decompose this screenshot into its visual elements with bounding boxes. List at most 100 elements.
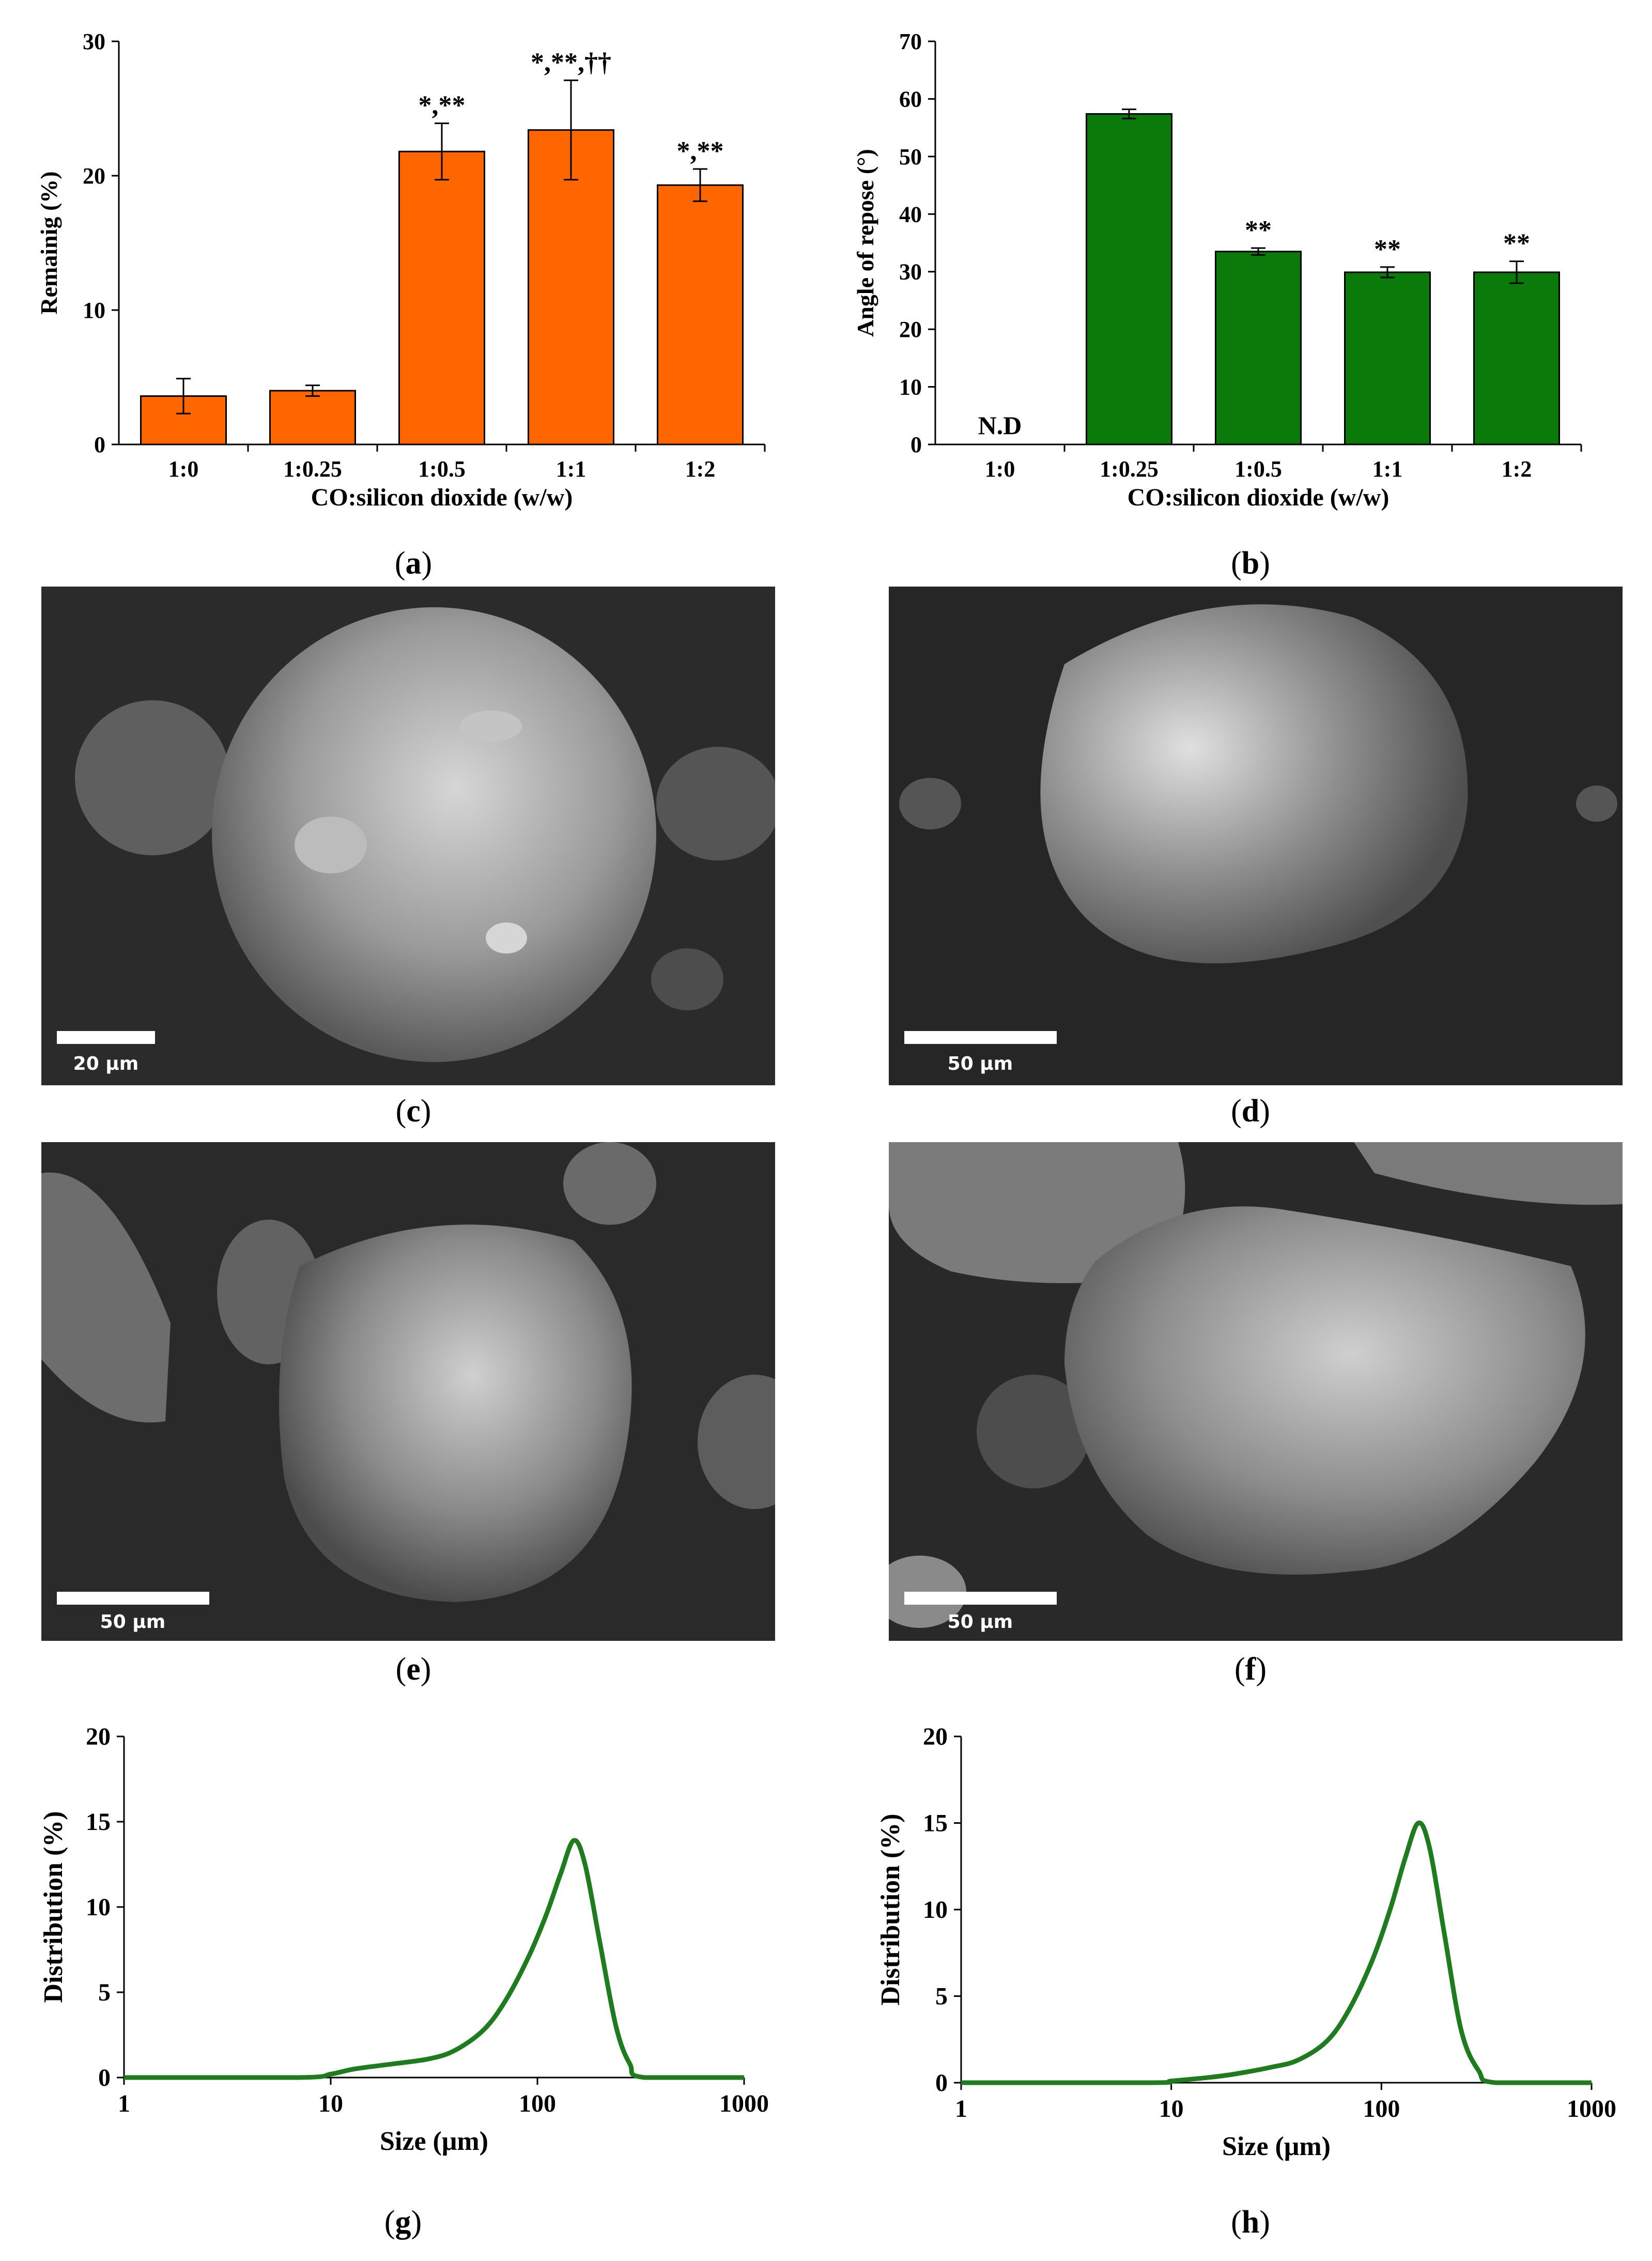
sem-c-svg: 20 µm bbox=[41, 587, 775, 1085]
chart-g-ytick-label: 0 bbox=[98, 2064, 111, 2091]
chart-b-annotation: ** bbox=[1374, 235, 1401, 264]
sem-image-c: 20 µm bbox=[41, 587, 775, 1085]
caption-h: (h) bbox=[1231, 2205, 1270, 2240]
chart-a-ytick-label: 20 bbox=[83, 163, 105, 189]
chart-g-xtick-label: 1000 bbox=[719, 2090, 769, 2117]
scale-label-d: 50 µm bbox=[948, 1053, 1013, 1074]
scale-label-e: 50 µm bbox=[100, 1611, 166, 1633]
scale-label-c: 20 µm bbox=[73, 1053, 139, 1074]
sem-e-svg: 50 µm bbox=[41, 1142, 775, 1641]
chart-h-ylabel: Distribution (%) bbox=[876, 1813, 905, 2005]
chart-g-ylabel: Distribution (%) bbox=[39, 1811, 68, 2003]
chart-a-ytick-label: 10 bbox=[83, 298, 105, 323]
chart-b-ytick-label: 60 bbox=[899, 86, 922, 112]
chart-a-bar bbox=[657, 184, 744, 445]
chart-a-xtick-label: 1:2 bbox=[685, 456, 716, 482]
chart-b-ytick-label: 30 bbox=[899, 259, 922, 285]
chart-a-bar bbox=[269, 390, 356, 445]
sem-image-f: 50 µm bbox=[889, 1142, 1623, 1641]
chart-h-ytick-label: 0 bbox=[935, 2069, 948, 2097]
caption-c: (c) bbox=[395, 1094, 431, 1129]
caption-f: (f) bbox=[1234, 1652, 1267, 1687]
chart-b-ytick-label: 40 bbox=[899, 202, 922, 227]
chart-b-annotation: ** bbox=[1503, 229, 1530, 258]
chart-a-svg: 0 10 20 30 1:0 1:0.25 1:0.5 *,** 1:1 *,**,†† 1:2 *,… bbox=[36, 29, 766, 511]
chart-a: 0 10 20 30 1:0 1:0.25 1:0.5 *,** 1:1 *,**,†† 1:2 *,… bbox=[31, 21, 806, 543]
caption-b: (b) bbox=[1231, 546, 1270, 581]
chart-b-ytick-label: 70 bbox=[899, 29, 922, 54]
chart-a-annotation: *,** bbox=[677, 136, 724, 166]
chart-a-xtick-label: 1:0.25 bbox=[283, 456, 342, 482]
chart-g-series-line bbox=[124, 1838, 744, 2080]
chart-a-xtick-label: 1:0 bbox=[168, 456, 199, 482]
particle-f bbox=[1064, 1206, 1585, 1575]
chart-a-xtick-label: 1:0.5 bbox=[418, 456, 466, 482]
scale-bar-c bbox=[57, 1031, 155, 1044]
chart-b-ytick-label: 0 bbox=[910, 432, 922, 457]
chart-b-bar bbox=[1215, 251, 1302, 445]
chart-a-bar bbox=[398, 150, 485, 445]
chart-h-xtick-label: 100 bbox=[1363, 2095, 1400, 2122]
chart-b-ytick-label: 20 bbox=[899, 317, 922, 342]
chart-g-ytick-label: 10 bbox=[86, 1894, 111, 1921]
chart-h-xtick-label: 1 bbox=[955, 2095, 967, 2122]
chart-h-svg: 0 5 10 15 20 1 10 100 1000 Distribution (%) Size (… bbox=[876, 1723, 1616, 2161]
chart-b-annotation: N.D bbox=[978, 411, 1022, 440]
chart-h-ytick-label: 15 bbox=[923, 1810, 948, 1837]
chart-b-xlabel: CO:silicon dioxide (w/w) bbox=[1128, 484, 1389, 511]
caption-g: (g) bbox=[384, 2205, 422, 2240]
chart-h-xtick-label: 1000 bbox=[1567, 2095, 1616, 2122]
chart-a-annotation: *,**,†† bbox=[531, 48, 611, 77]
caption-d: (d) bbox=[1231, 1094, 1270, 1129]
chart-g-ytick-label: 5 bbox=[98, 1979, 111, 2006]
chart-b-xtick-label: 1:0.25 bbox=[1100, 456, 1159, 482]
chart-b-xtick-label: 1:0 bbox=[985, 456, 1015, 482]
scale-bar-d bbox=[904, 1031, 1057, 1044]
chart-b-bar bbox=[1344, 271, 1431, 445]
scale-bar-e bbox=[57, 1592, 209, 1605]
chart-g: 0 5 10 15 20 1 10 100 1000 Distribution (%) Size (… bbox=[10, 1705, 816, 2202]
chart-a-ytick-label: 0 bbox=[94, 432, 105, 457]
particle-e bbox=[279, 1224, 632, 1602]
chart-h-xlabel: Size (μm) bbox=[1222, 2132, 1331, 2161]
chart-g-xtick-label: 1 bbox=[118, 2090, 130, 2117]
chart-b-bar bbox=[1473, 271, 1560, 445]
chart-b-ytick-label: 50 bbox=[899, 144, 922, 170]
chart-b-ytick-label: 10 bbox=[899, 375, 922, 400]
caption-e: (e) bbox=[395, 1652, 431, 1687]
chart-b-ylabel: Angle of repose (°) bbox=[852, 149, 878, 337]
chart-a-ylabel: Remainig (%) bbox=[36, 171, 62, 314]
chart-b-svg: 0 10 20 30 40 50 60 70 1:0 N.D 1:0.25 1:0.5 ** 1:1 ** 1… bbox=[852, 29, 1582, 511]
chart-h-ytick-label: 5 bbox=[935, 1983, 948, 2010]
caption-a: (a) bbox=[394, 546, 433, 581]
chart-h-xtick-label: 10 bbox=[1159, 2095, 1184, 2122]
chart-g-xtick-label: 100 bbox=[519, 2090, 556, 2117]
chart-b-bar bbox=[1086, 113, 1172, 445]
chart-b-xtick-label: 1:0.5 bbox=[1234, 456, 1282, 482]
scale-bar-f bbox=[904, 1592, 1057, 1605]
chart-b: 0 10 20 30 40 50 60 70 1:0 N.D 1:0.25 1:0.5 ** 1:1 ** 1… bbox=[847, 21, 1623, 543]
chart-g-xtick-label: 10 bbox=[318, 2090, 343, 2117]
chart-g-ytick-label: 20 bbox=[86, 1723, 111, 1750]
chart-a-xlabel: CO:silicon dioxide (w/w) bbox=[311, 484, 573, 511]
sem-image-d: 50 µm bbox=[889, 587, 1623, 1085]
chart-h: 0 5 10 15 20 1 10 100 1000 Distribution (%) Size (… bbox=[837, 1705, 1643, 2202]
chart-g-xlabel: Size (μm) bbox=[380, 2127, 488, 2156]
chart-b-annotation: ** bbox=[1245, 216, 1272, 245]
chart-h-ytick-label: 20 bbox=[923, 1723, 948, 1750]
chart-h-ytick-label: 10 bbox=[923, 1896, 948, 1924]
scale-label-f: 50 µm bbox=[948, 1611, 1013, 1633]
chart-a-xtick-label: 1:1 bbox=[556, 456, 586, 482]
chart-g-ytick-label: 15 bbox=[86, 1808, 111, 1836]
sem-f-svg: 50 µm bbox=[889, 1142, 1623, 1641]
sem-image-e: 50 µm bbox=[41, 1142, 775, 1641]
sem-d-svg: 50 µm bbox=[889, 587, 1623, 1085]
chart-h-series-line bbox=[961, 1820, 1592, 2085]
chart-a-bar bbox=[528, 129, 614, 445]
chart-g-svg: 0 5 10 15 20 1 10 100 1000 Distribution (%) Size (… bbox=[39, 1723, 769, 2156]
particle-c bbox=[212, 607, 656, 1062]
chart-a-ytick-label: 30 bbox=[83, 29, 105, 54]
chart-b-xtick-label: 1:1 bbox=[1372, 456, 1403, 482]
chart-b-xtick-label: 1:2 bbox=[1502, 456, 1532, 482]
chart-a-annotation: *,** bbox=[419, 91, 466, 120]
